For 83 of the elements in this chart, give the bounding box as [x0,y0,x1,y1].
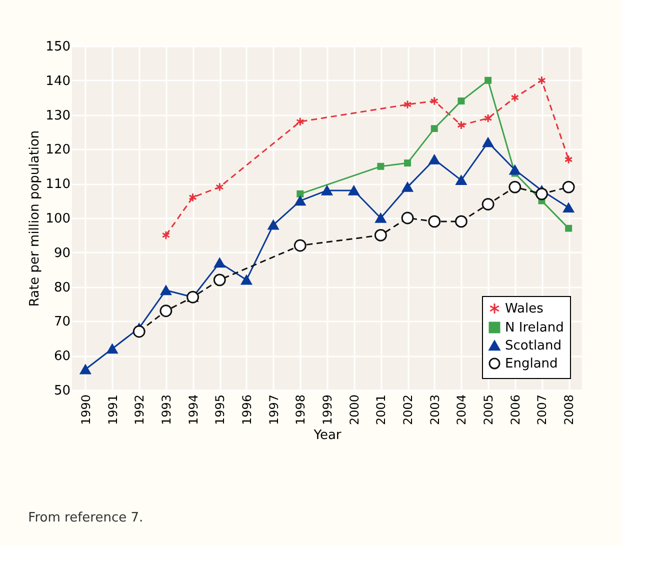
x-tick-label: 2003 [428,394,442,426]
point [213,274,226,286]
y-tick-label: 120 [46,142,70,158]
legend-label: N Ireland [505,320,564,336]
x-tick-label: 2007 [535,394,550,426]
point [80,364,91,374]
point [296,190,304,198]
point [160,304,172,318]
point [162,230,170,240]
point [216,182,224,192]
point [430,96,438,106]
point [428,215,441,228]
point [484,114,492,123]
point [402,182,414,192]
point [509,164,520,175]
point [564,154,573,164]
point [456,175,467,186]
x-tick-label: 2000 [347,394,362,426]
point [348,186,360,196]
point [536,188,548,200]
point [294,239,306,252]
y-tick-label: 50 [54,384,70,398]
legend-label: Wales [505,302,544,316]
point [294,196,306,206]
y-tick-label: 90 [54,246,70,261]
point [430,125,438,132]
point [458,98,465,105]
x-tick-label: 2006 [508,394,522,426]
x-tick-label: 2001 [374,394,388,426]
point [457,120,466,130]
point [160,285,172,296]
y-tick-label: 70 [54,314,70,330]
x-tick-label: 2005 [482,394,496,426]
x-tick-label: 1990 [78,394,93,426]
x-tick-label: 1998 [294,394,308,426]
legend-label: Scotland [505,338,562,354]
point [268,220,279,230]
point [403,100,412,110]
point [428,154,440,164]
y-tick-label: 60 [54,349,70,364]
point [538,76,546,86]
x-tick-label: 1994 [186,394,200,426]
point [375,213,386,223]
y-tick-label: 80 [54,280,70,296]
y-tick-label: 150 [46,40,70,54]
point [188,192,197,202]
point [214,258,226,268]
point [132,325,146,338]
x-tick-label: 1992 [132,394,147,426]
y-tick-label: 110 [46,177,70,192]
point [106,344,118,354]
point [401,212,414,224]
y-tick-label: 140 [46,74,70,89]
x-tick-label: 1996 [240,394,254,426]
point [508,180,522,194]
text: From reference 7. [28,510,144,526]
x-tick-label: 1993 [159,394,174,426]
point [565,224,572,232]
point [562,180,575,194]
x-tick-label: 1995 [213,394,228,426]
point [296,117,304,126]
y-axis-title: Rate per million population [28,130,43,307]
x-tick-label: 1999 [320,394,334,426]
point [563,202,574,213]
x-tick-label: 1991 [106,394,120,426]
point [454,215,468,228]
x-tick-label: 2002 [401,394,416,426]
point [482,137,494,148]
point [510,92,520,102]
point [374,228,387,242]
point [484,76,492,84]
point [240,275,252,285]
y-tick-label: 130 [46,108,70,124]
point [377,162,384,170]
point [322,186,332,196]
y-tick-label: 100 [46,212,70,226]
x-axis-title: Year [312,428,342,444]
legend-label: England [505,356,558,372]
point [404,159,412,166]
x-tick-label: 2004 [454,394,469,426]
x-tick-label: 1997 [266,394,281,426]
point [482,198,494,210]
x-tick-label: 2008 [562,394,576,426]
